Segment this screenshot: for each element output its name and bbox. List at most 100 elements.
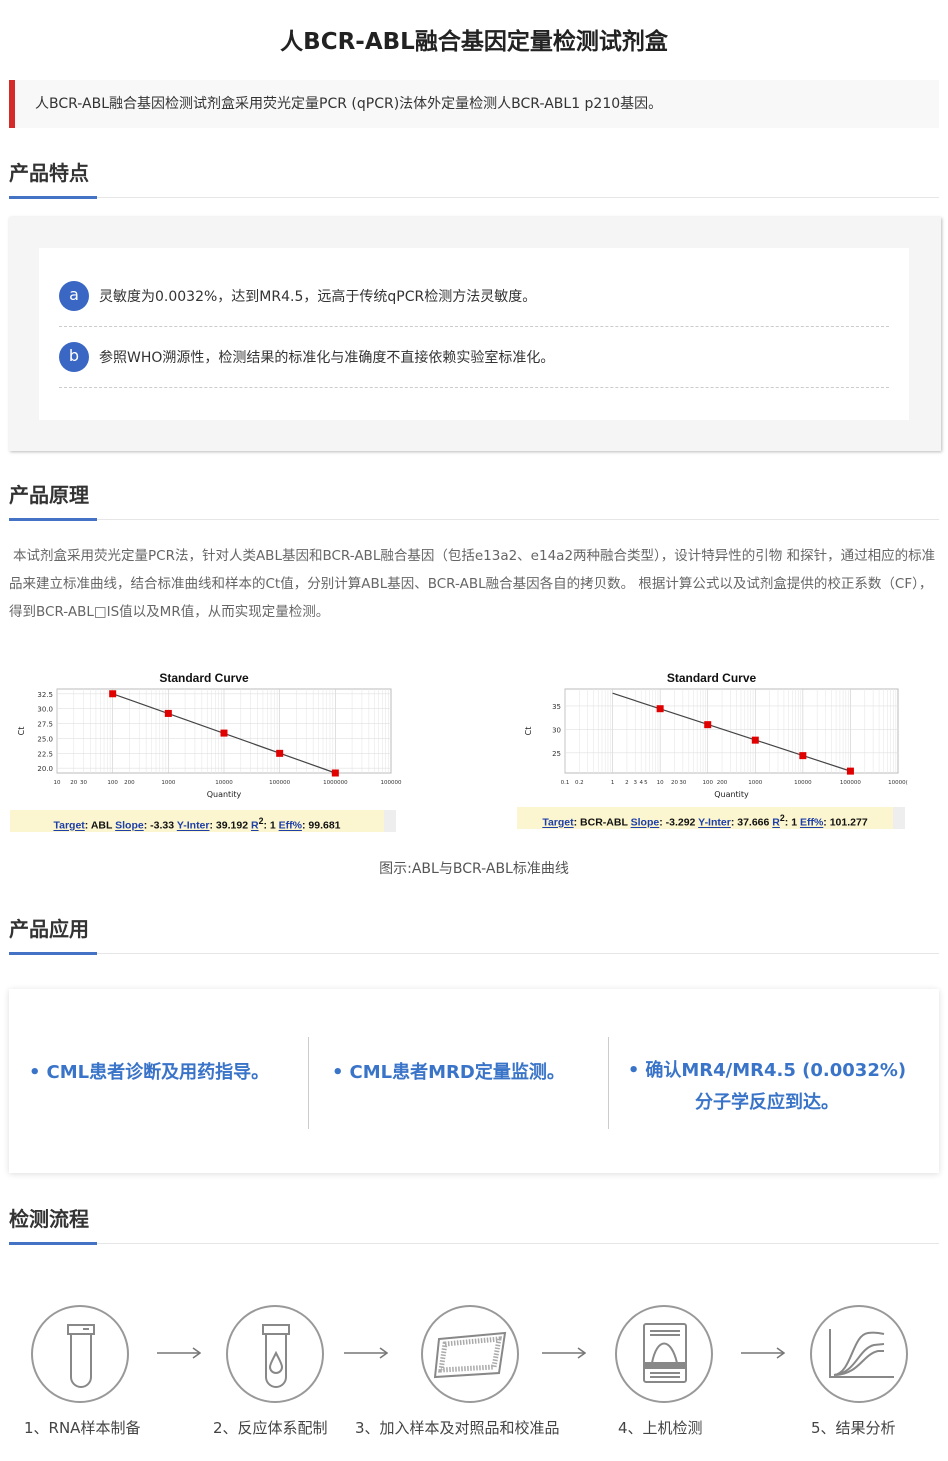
slope-link[interactable]: Slope [115, 819, 144, 832]
step-label: 1、RNA样本制备 [24, 1419, 141, 1437]
amplification-curve-icon [810, 1305, 908, 1403]
target-value: ABL [90, 819, 113, 832]
bullet-icon: • [627, 1060, 640, 1081]
y-tick-label: 20.0 [37, 765, 53, 773]
scroll-stub [893, 807, 905, 829]
section-underline [9, 952, 97, 955]
x-axis-label: Quantity [714, 790, 749, 799]
x-tick-label: 2 [625, 780, 629, 786]
data-point [331, 769, 339, 777]
x-tick-label: 10000 [215, 780, 233, 786]
application-text: CML患者诊断及用药指导。 [46, 1062, 270, 1083]
x-tick-label: 0.2 [575, 780, 584, 786]
data-point [846, 767, 854, 775]
principle-paragraph: 本试剂盒采用荧光定量PCR法，针对人类ABL基因和BCR-ABL融合基因（包括e… [9, 548, 936, 620]
pcr-instrument-icon [615, 1305, 713, 1403]
y-tick-label: 22.5 [37, 750, 53, 758]
data-point [220, 729, 228, 737]
step-label: 3、加入样本及对照品和校准品 [355, 1419, 560, 1437]
x-tick-label: 20 [671, 780, 678, 786]
bullet-icon: • [332, 1062, 344, 1083]
intro-notice: 人BCR-ABL融合基因检测试剂盒采用荧光定量PCR (qPCR)法体外定量检测… [9, 80, 939, 128]
section-underline [9, 518, 97, 521]
section-title: 产品特点 [9, 161, 89, 185]
r2-value: 1 [791, 816, 798, 829]
y-tick-label: 25 [552, 750, 561, 758]
section-title: 产品原理 [9, 483, 89, 507]
standard-curve-chart-abl: Standard Curve 20.0 22.5 25.0 27.5 30.0 32.5 10… [17, 671, 402, 799]
eff-value: 101.277 [829, 816, 868, 829]
eff-link[interactable]: Eff% [799, 816, 824, 829]
slope-link[interactable]: Slope [630, 816, 660, 829]
application-item: • CML患者诊断及用药指导。 [29, 1057, 299, 1149]
y-tick-label: 30 [552, 726, 561, 734]
section-header-application: 产品应用 [9, 914, 939, 955]
features-panel: a 灵敏度为0.0032%，达到MR4.5，远高于传统qPCR检测方法灵敏度。 b… [9, 217, 941, 451]
x-tick-label: 10 [54, 780, 61, 786]
feature-item: b 参照WHO溯源性，检测结果的标准化与准确度不直接依赖实验室标准化。 [59, 327, 889, 388]
y-axis-label: Ct [524, 727, 533, 736]
tube-drop-icon [226, 1305, 324, 1403]
r2-link[interactable]: R [772, 816, 780, 829]
y-tick-label: 30.0 [37, 706, 53, 714]
x-tick-label: 1000000 [323, 780, 348, 786]
slope-value: -3.33 [150, 819, 175, 832]
yinter-link[interactable]: Y-Inter [698, 816, 731, 829]
divider [308, 1037, 309, 1129]
x-tick-label: 200 [124, 780, 135, 786]
x-tick-label: 1000 [748, 780, 762, 786]
r2-link[interactable]: R [250, 819, 259, 832]
section-header-principle: 产品原理 [9, 480, 939, 521]
page-title: 人BCR-ABL融合基因定量检测试剂盒 [280, 29, 668, 55]
eff-link[interactable]: Eff% [278, 819, 302, 832]
step-label: 2、反应体系配制 [213, 1419, 328, 1437]
application-text: CML患者MRD定量监测。 [349, 1062, 565, 1083]
feature-badge: b [59, 342, 89, 372]
x-tick-label: 20 [70, 780, 77, 786]
x-tick-label: 10000( [888, 780, 908, 786]
yinter-value: 37.666 [737, 816, 770, 829]
arrow-right-icon [741, 1346, 785, 1360]
x-tick-label: 100000 [381, 780, 402, 786]
y-tick-label: 25.0 [37, 735, 53, 743]
feature-item: a 灵敏度为0.0032%，达到MR4.5，远高于传统qPCR检测方法灵敏度。 [59, 266, 889, 327]
data-point [751, 736, 759, 744]
x-tick-label: 100 [107, 780, 118, 786]
feature-text: 参照WHO溯源性，检测结果的标准化与准确度不直接依赖实验室标准化。 [99, 350, 555, 366]
x-tick-label: 30 [679, 780, 686, 786]
x-tick-label: 1 [611, 780, 615, 786]
y-tick-label: 35 [552, 703, 561, 711]
chart-title: Standard Curve [667, 671, 757, 685]
section-underline [9, 1242, 97, 1245]
plot-area [564, 688, 899, 774]
data-point [656, 705, 664, 713]
fit-summary-abl: Target: ABL Slope: -3.33 Y-Inter: 39.192… [10, 810, 396, 832]
x-tick-label: 100 [702, 780, 713, 786]
well-plate-icon [421, 1305, 519, 1403]
x-tick-label: 10000 [794, 780, 812, 786]
test-tube-icon [31, 1305, 129, 1403]
fit-summary-bcr-abl: Target: BCR-ABL Slope: -3.292 Y-Inter: 3… [517, 807, 905, 829]
yinter-value: 39.192 [215, 819, 249, 832]
y-axis-label: Ct [17, 727, 26, 736]
x-axis-label: Quantity [207, 790, 242, 799]
x-tick-label: 1000 [161, 780, 175, 786]
data-point [276, 749, 284, 757]
section-title: 产品应用 [9, 917, 89, 941]
fit-line [612, 692, 851, 772]
target-link[interactable]: Target [542, 816, 574, 829]
divider [608, 1037, 609, 1129]
x-tick-label: 10 [657, 780, 664, 786]
x-tick-label: 100000 [840, 780, 861, 786]
scroll-stub [384, 810, 396, 832]
x-tick-label: 100000 [269, 780, 290, 786]
r2-value: 1 [269, 819, 276, 832]
target-link[interactable]: Target [53, 819, 85, 832]
yinter-link[interactable]: Y-Inter [176, 819, 210, 832]
application-text: 确认MR4/MR4.5 (0.0032%) 分子学反应到达。 [645, 1060, 907, 1113]
section-header-features: 产品特点 [9, 158, 939, 199]
target-value: BCR-ABL [580, 816, 628, 829]
application-item: • CML患者MRD定量监测。 [332, 1057, 602, 1149]
y-tick-label: 32.5 [37, 691, 53, 699]
chart-title: Standard Curve [159, 671, 249, 685]
